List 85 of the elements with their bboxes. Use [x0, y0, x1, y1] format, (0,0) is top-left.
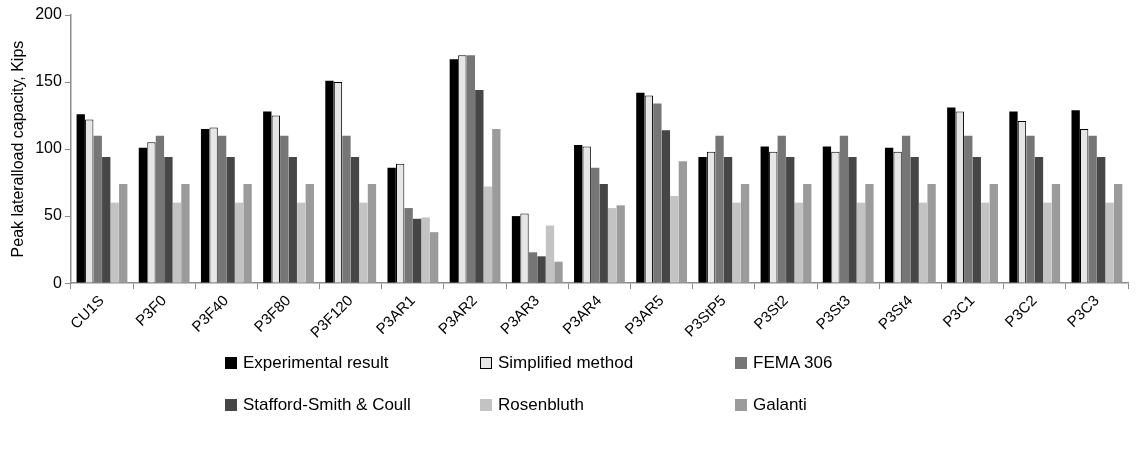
bar: [421, 217, 430, 283]
bar: [359, 202, 368, 283]
y-tick-label: 0: [52, 273, 62, 291]
bar: [1051, 183, 1061, 283]
legend-label: Stafford-Smith & Coull: [243, 395, 411, 415]
bar: [608, 208, 617, 283]
bar: [661, 130, 671, 283]
bar: [110, 202, 119, 283]
bar: [616, 205, 625, 283]
bar: [93, 135, 102, 283]
bar: [740, 183, 750, 283]
bar: [367, 183, 377, 283]
legend-label: Rosenbluth: [498, 395, 585, 415]
bar: [856, 202, 866, 283]
bar: [918, 202, 928, 283]
bar: [1096, 157, 1106, 283]
bar: [794, 202, 803, 283]
bar: [234, 202, 244, 283]
bar: [732, 202, 741, 283]
bar: [475, 90, 484, 283]
bar: [350, 157, 360, 283]
bar: [449, 59, 458, 283]
bar: [574, 145, 583, 283]
bar: [102, 157, 111, 283]
bar: [1034, 157, 1044, 283]
bar: [989, 183, 998, 283]
bar: [777, 135, 786, 283]
bar: [155, 135, 165, 283]
bar: [964, 135, 973, 283]
bar: [138, 147, 148, 283]
bar: [1105, 202, 1114, 283]
bar: [429, 232, 439, 283]
bar: [865, 183, 874, 283]
bar: [226, 157, 235, 283]
legend-label: Simplified method: [498, 353, 634, 373]
bar: [164, 157, 173, 283]
bar: [910, 157, 919, 283]
bar: [511, 216, 521, 283]
bar: [670, 195, 679, 283]
bar: [305, 183, 314, 283]
bar: [927, 183, 936, 283]
bar: [466, 55, 475, 283]
bar: [786, 157, 795, 283]
bar: [848, 157, 857, 283]
bar: [243, 183, 252, 283]
bar: [119, 183, 128, 283]
bar: [217, 135, 227, 283]
bar: [591, 167, 600, 283]
legend-label: FEMA 306: [753, 353, 833, 373]
bar: [545, 225, 555, 283]
y-tick-label: 100: [35, 139, 62, 157]
bar: [288, 157, 297, 283]
bar: [599, 183, 608, 283]
bar: [200, 128, 210, 283]
y-tick-label: 150: [35, 72, 62, 90]
bar: [492, 128, 501, 283]
bar: [1026, 135, 1035, 283]
bar: [404, 208, 413, 283]
bar: [1113, 183, 1123, 283]
legend-label: Galanti: [753, 395, 807, 415]
bar: [1088, 135, 1097, 283]
bar: [342, 135, 351, 283]
bar: [483, 186, 492, 283]
y-axis-title: Peak lateralload capacity, Kips: [9, 40, 27, 258]
bar: [653, 103, 662, 283]
bar: [1043, 202, 1052, 283]
bar: [297, 202, 306, 283]
y-tick-label: 50: [44, 206, 62, 224]
legend-label: Experimental result: [243, 353, 389, 373]
bar: [280, 135, 289, 283]
bar: [678, 161, 688, 283]
bar: [839, 135, 849, 283]
bar: [181, 183, 190, 283]
bar: [554, 261, 563, 283]
bar: [412, 218, 422, 283]
bar: [972, 157, 981, 283]
bar: [715, 135, 724, 283]
bar: [981, 202, 990, 283]
bar: [723, 157, 733, 283]
bar: [172, 202, 182, 283]
bar: [901, 135, 911, 283]
bar: [803, 183, 812, 283]
bar: [528, 252, 538, 283]
y-tick-label: 200: [35, 5, 62, 23]
bar: [537, 256, 546, 283]
